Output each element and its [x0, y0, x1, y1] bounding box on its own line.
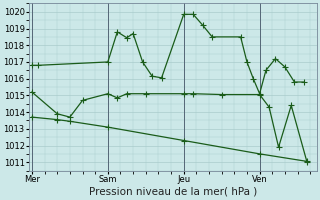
X-axis label: Pression niveau de la mer( hPa ): Pression niveau de la mer( hPa ) [89, 187, 257, 197]
